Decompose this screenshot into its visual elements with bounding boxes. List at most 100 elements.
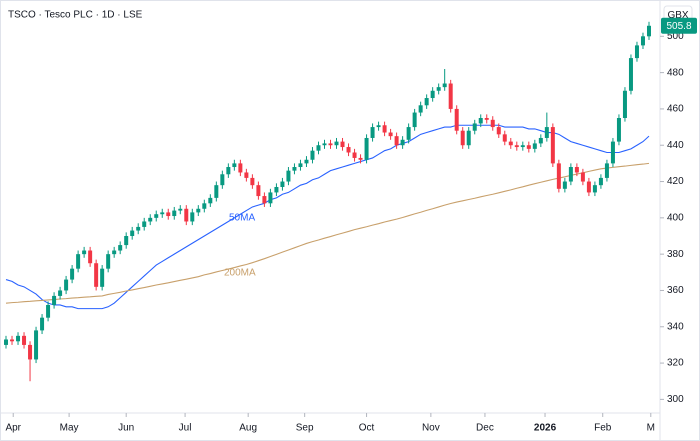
- candle-body: [400, 139, 405, 146]
- candle-body: [412, 112, 417, 128]
- candle-body: [334, 141, 339, 146]
- candle-body: [484, 118, 489, 120]
- last-price-box: [661, 17, 697, 34]
- candle-body: [646, 25, 651, 37]
- candle-body: [466, 130, 471, 146]
- candle-body: [28, 344, 33, 360]
- candle-body: [604, 163, 609, 178]
- candle-body: [196, 208, 201, 213]
- candle-body: [106, 254, 111, 269]
- candle-body: [94, 263, 99, 287]
- moving-average-line: [5, 162, 650, 304]
- candle-body: [640, 36, 645, 46]
- candle-body: [34, 330, 39, 360]
- last-price-label: 505.8: [666, 21, 691, 32]
- candle-body: [262, 196, 267, 204]
- candle-body: [256, 185, 261, 197]
- candle-body: [238, 163, 243, 173]
- candle-body: [274, 186, 279, 193]
- candle-body: [514, 145, 519, 148]
- x-tick-label: May: [60, 423, 79, 434]
- series-label: 50MA: [229, 213, 255, 224]
- candle-body: [592, 185, 597, 193]
- candle-body: [598, 177, 603, 186]
- candle-body: [634, 45, 639, 59]
- candle-body: [622, 90, 627, 118]
- candle-body: [616, 118, 621, 142]
- candle-body: [100, 268, 105, 287]
- candle-body: [418, 105, 423, 113]
- candle-body: [340, 141, 345, 148]
- x-tick-label: Nov: [422, 423, 440, 434]
- candle-body: [190, 212, 195, 222]
- candle-body: [16, 335, 21, 342]
- candle-body: [406, 127, 411, 140]
- candle-body: [364, 137, 369, 160]
- x-tick-label: Feb: [594, 423, 612, 434]
- x-tick-label: Sep: [296, 423, 314, 434]
- candle-body: [550, 127, 555, 164]
- y-tick-label: 360: [667, 285, 684, 296]
- candle-body: [520, 145, 525, 148]
- candle-body: [382, 125, 387, 133]
- candle-body: [304, 159, 309, 164]
- candle-body: [4, 339, 9, 345]
- candle-body: [556, 163, 561, 189]
- candle-body: [250, 177, 255, 186]
- candle-body: [310, 150, 315, 160]
- candle-body: [496, 127, 501, 135]
- candle-body: [22, 335, 27, 345]
- y-tick-label: 500: [667, 31, 684, 42]
- candle-body: [316, 145, 321, 151]
- candle-body: [526, 145, 531, 149]
- chart-title: TSCO · Tesco PLC · 1D · LSE: [8, 10, 143, 21]
- candle-body: [226, 167, 231, 175]
- candle-body: [454, 108, 459, 131]
- candle-body: [142, 221, 147, 227]
- candle-body: [538, 137, 543, 144]
- candle-body: [478, 118, 483, 124]
- candle-body: [166, 212, 171, 217]
- candle-body: [112, 250, 117, 255]
- y-tick-label: 380: [667, 249, 684, 260]
- candle-body: [352, 152, 357, 158]
- candle-body: [136, 226, 141, 231]
- candle-body: [532, 143, 537, 149]
- candle-body: [610, 141, 615, 164]
- candle-body: [502, 134, 507, 142]
- candle-body: [40, 317, 45, 331]
- y-tick-label: 300: [667, 394, 684, 405]
- x-tick-label: M: [647, 423, 655, 434]
- candle-body: [394, 136, 399, 146]
- candle-body: [580, 172, 585, 182]
- moving-average-line: [5, 124, 650, 310]
- candle-body: [82, 250, 87, 255]
- y-tick-label: 400: [667, 212, 684, 223]
- candle-body: [208, 197, 213, 204]
- candle-body: [574, 167, 579, 173]
- candle-body: [346, 147, 351, 153]
- candle-body: [70, 268, 75, 280]
- candle-body: [58, 290, 63, 296]
- candle-body: [322, 143, 327, 146]
- candle-body: [358, 157, 363, 160]
- candle-body: [328, 143, 333, 146]
- y-tick-label: 440: [667, 140, 684, 151]
- candle-body: [568, 167, 573, 182]
- candle-body: [298, 163, 303, 168]
- x-tick-label: Jun: [118, 423, 134, 434]
- candle-body: [124, 236, 129, 246]
- candle-body: [448, 83, 453, 109]
- candle-body: [436, 87, 441, 91]
- candle-body: [184, 208, 189, 222]
- candle-body: [442, 83, 447, 88]
- x-tick-label: Dec: [476, 423, 494, 434]
- candle-body: [268, 192, 273, 204]
- x-tick-label: Aug: [239, 423, 257, 434]
- currency[interactable]: GBX: [667, 10, 688, 21]
- candle-body: [52, 295, 57, 305]
- y-tick-label: 420: [667, 176, 684, 187]
